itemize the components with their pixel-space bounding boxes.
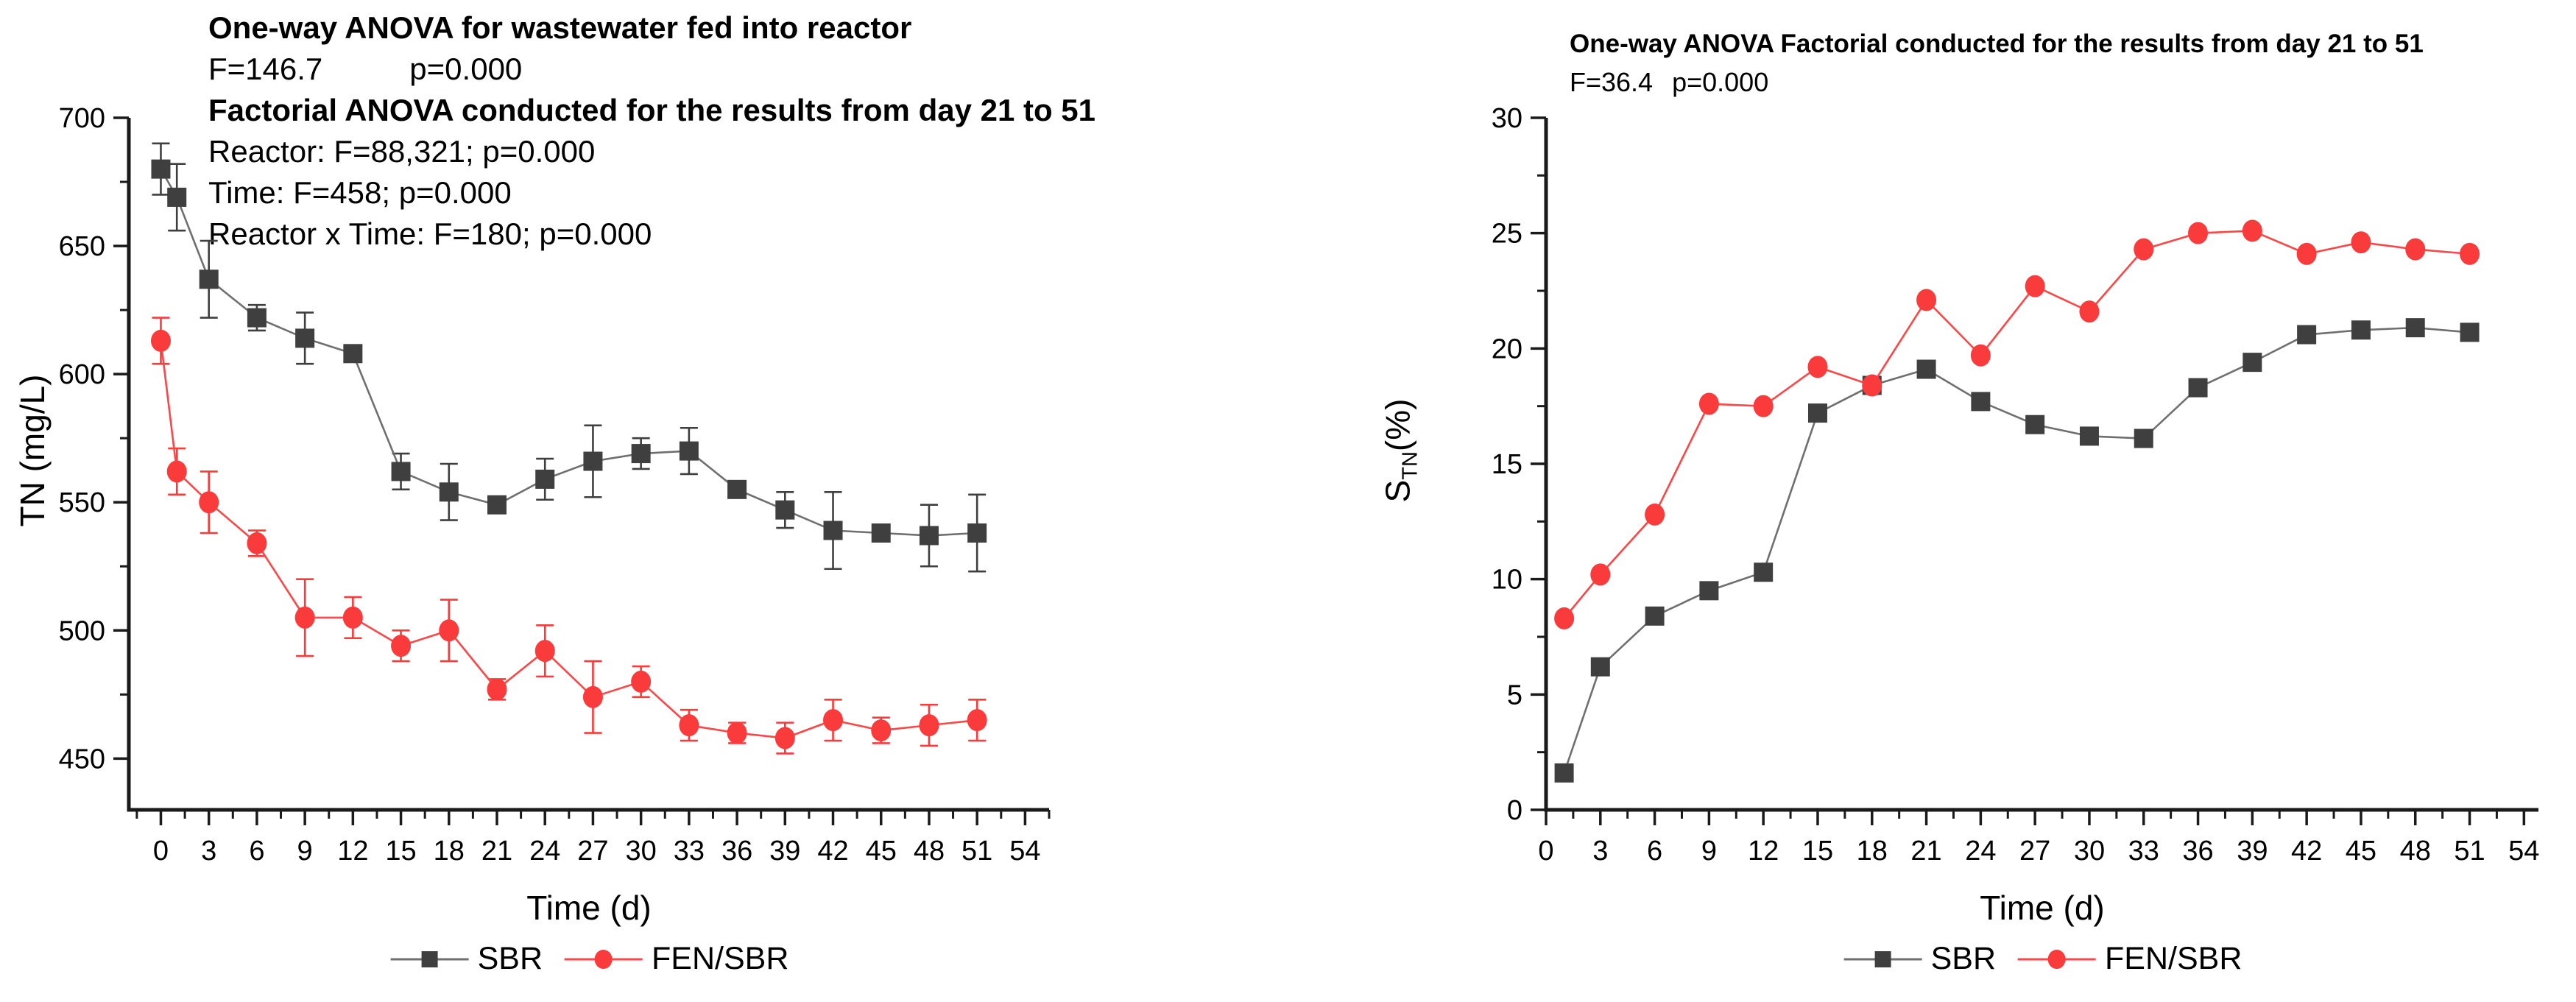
svg-text:450: 450 — [59, 744, 105, 775]
svg-text:15: 15 — [1802, 836, 1833, 867]
svg-text:18: 18 — [434, 836, 465, 867]
anova-annotation-right: One-way ANOVA Factorial conducted for th… — [1570, 25, 2424, 102]
circle-marker-icon — [565, 949, 643, 969]
circle-marker-icon — [2018, 949, 2097, 969]
anova-annotation-left: One-way ANOVA for wastewater fed into re… — [208, 7, 1095, 255]
oneway-anova-stats: F=146.7 p=0.000 — [208, 49, 1095, 90]
legend-right: SBR FEN/SBR — [1843, 941, 2242, 977]
svg-text:30: 30 — [626, 836, 657, 867]
factorial-reactor-stats: Reactor: F=88,321; p=0.000 — [208, 134, 596, 169]
svg-text:36: 36 — [2182, 836, 2213, 867]
y-axis-label-stn: STN(%) — [1378, 398, 1422, 503]
right-anova-stats: F=36.4 p=0.000 — [1570, 63, 2424, 102]
svg-text:9: 9 — [297, 836, 313, 867]
factorial-anova-title: Factorial ANOVA conducted for the result… — [208, 93, 1096, 127]
svg-text:21: 21 — [481, 836, 512, 867]
svg-text:500: 500 — [59, 615, 105, 646]
legend-item-sbr: SBR — [1843, 941, 1996, 977]
svg-text:0: 0 — [153, 836, 169, 867]
f-statistic: F=146.7 — [208, 52, 323, 86]
svg-text:48: 48 — [914, 836, 945, 867]
svg-text:48: 48 — [2400, 836, 2431, 867]
legend-left: SBR FEN/SBR — [389, 941, 788, 977]
svg-text:18: 18 — [1857, 836, 1888, 867]
x-axis-label-right: Time (d) — [1980, 889, 2105, 927]
legend-label: FEN/SBR — [652, 941, 789, 976]
legend-label: SBR — [1930, 941, 1997, 976]
svg-text:30: 30 — [2074, 836, 2105, 867]
svg-text:25: 25 — [1492, 219, 1522, 250]
legend-item-fen-sbr: FEN/SBR — [2016, 941, 2242, 977]
svg-text:5: 5 — [1507, 680, 1522, 710]
stn-line-plot: 0 3 6 9 12 15 18 21 24 27 30 33 36 39 42 45 48 51 54051015… — [1492, 103, 2540, 867]
p-value-right: p=0.000 — [1672, 67, 1769, 97]
f-statistic-right: F=36.4 — [1570, 67, 1654, 97]
svg-text:42: 42 — [817, 836, 848, 867]
legend-label: FEN/SBR — [2105, 941, 2242, 976]
svg-text:12: 12 — [337, 836, 368, 867]
right-anova-title: One-way ANOVA Factorial conducted for th… — [1570, 29, 2424, 58]
svg-text:39: 39 — [769, 836, 800, 867]
svg-text:36: 36 — [721, 836, 752, 867]
svg-text:9: 9 — [1701, 836, 1717, 867]
svg-text:51: 51 — [961, 836, 992, 867]
svg-text:650: 650 — [59, 231, 105, 262]
svg-text:27: 27 — [2019, 836, 2050, 867]
svg-text:42: 42 — [2291, 836, 2322, 867]
svg-text:550: 550 — [59, 487, 105, 518]
svg-text:600: 600 — [59, 359, 105, 390]
svg-text:15: 15 — [385, 836, 416, 867]
svg-text:54: 54 — [1009, 836, 1040, 867]
factorial-time-stats: Time: F=458; p=0.000 — [208, 175, 512, 210]
svg-text:30: 30 — [1492, 103, 1522, 134]
svg-text:33: 33 — [674, 836, 705, 867]
square-marker-icon — [390, 950, 469, 967]
svg-text:0: 0 — [1507, 795, 1522, 826]
legend-label: SBR — [477, 941, 543, 976]
svg-text:51: 51 — [2454, 836, 2485, 867]
svg-text:3: 3 — [1592, 836, 1608, 867]
svg-text:27: 27 — [577, 836, 608, 867]
p-value: p=0.000 — [409, 52, 523, 86]
tn-line-plot: 0 3 6 9 12 15 18 21 24 27 30 33 36 39 42 45 48 51 54450500… — [59, 103, 1051, 867]
svg-text:33: 33 — [2128, 836, 2159, 867]
svg-text:10: 10 — [1492, 565, 1522, 596]
svg-text:0: 0 — [1538, 836, 1553, 867]
svg-text:700: 700 — [59, 103, 105, 134]
svg-text:6: 6 — [1647, 836, 1662, 867]
svg-text:24: 24 — [529, 836, 560, 867]
svg-text:15: 15 — [1492, 449, 1522, 480]
svg-text:12: 12 — [1748, 836, 1779, 867]
svg-text:6: 6 — [249, 836, 264, 867]
svg-text:20: 20 — [1492, 334, 1522, 364]
oneway-anova-title: One-way ANOVA for wastewater fed into re… — [208, 10, 912, 45]
square-marker-icon — [1843, 950, 1922, 967]
x-axis-label-left: Time (d) — [526, 889, 652, 927]
svg-text:54: 54 — [2508, 836, 2539, 867]
svg-text:45: 45 — [2346, 836, 2376, 867]
svg-text:45: 45 — [866, 836, 897, 867]
svg-text:24: 24 — [1965, 836, 1996, 867]
factorial-interaction-stats: Reactor x Time: F=180; p=0.000 — [208, 216, 652, 251]
svg-text:3: 3 — [201, 836, 216, 867]
legend-item-sbr: SBR — [389, 941, 543, 977]
legend-item-fen-sbr: FEN/SBR — [563, 941, 788, 977]
svg-text:39: 39 — [2237, 836, 2268, 867]
svg-text:21: 21 — [1910, 836, 1941, 867]
